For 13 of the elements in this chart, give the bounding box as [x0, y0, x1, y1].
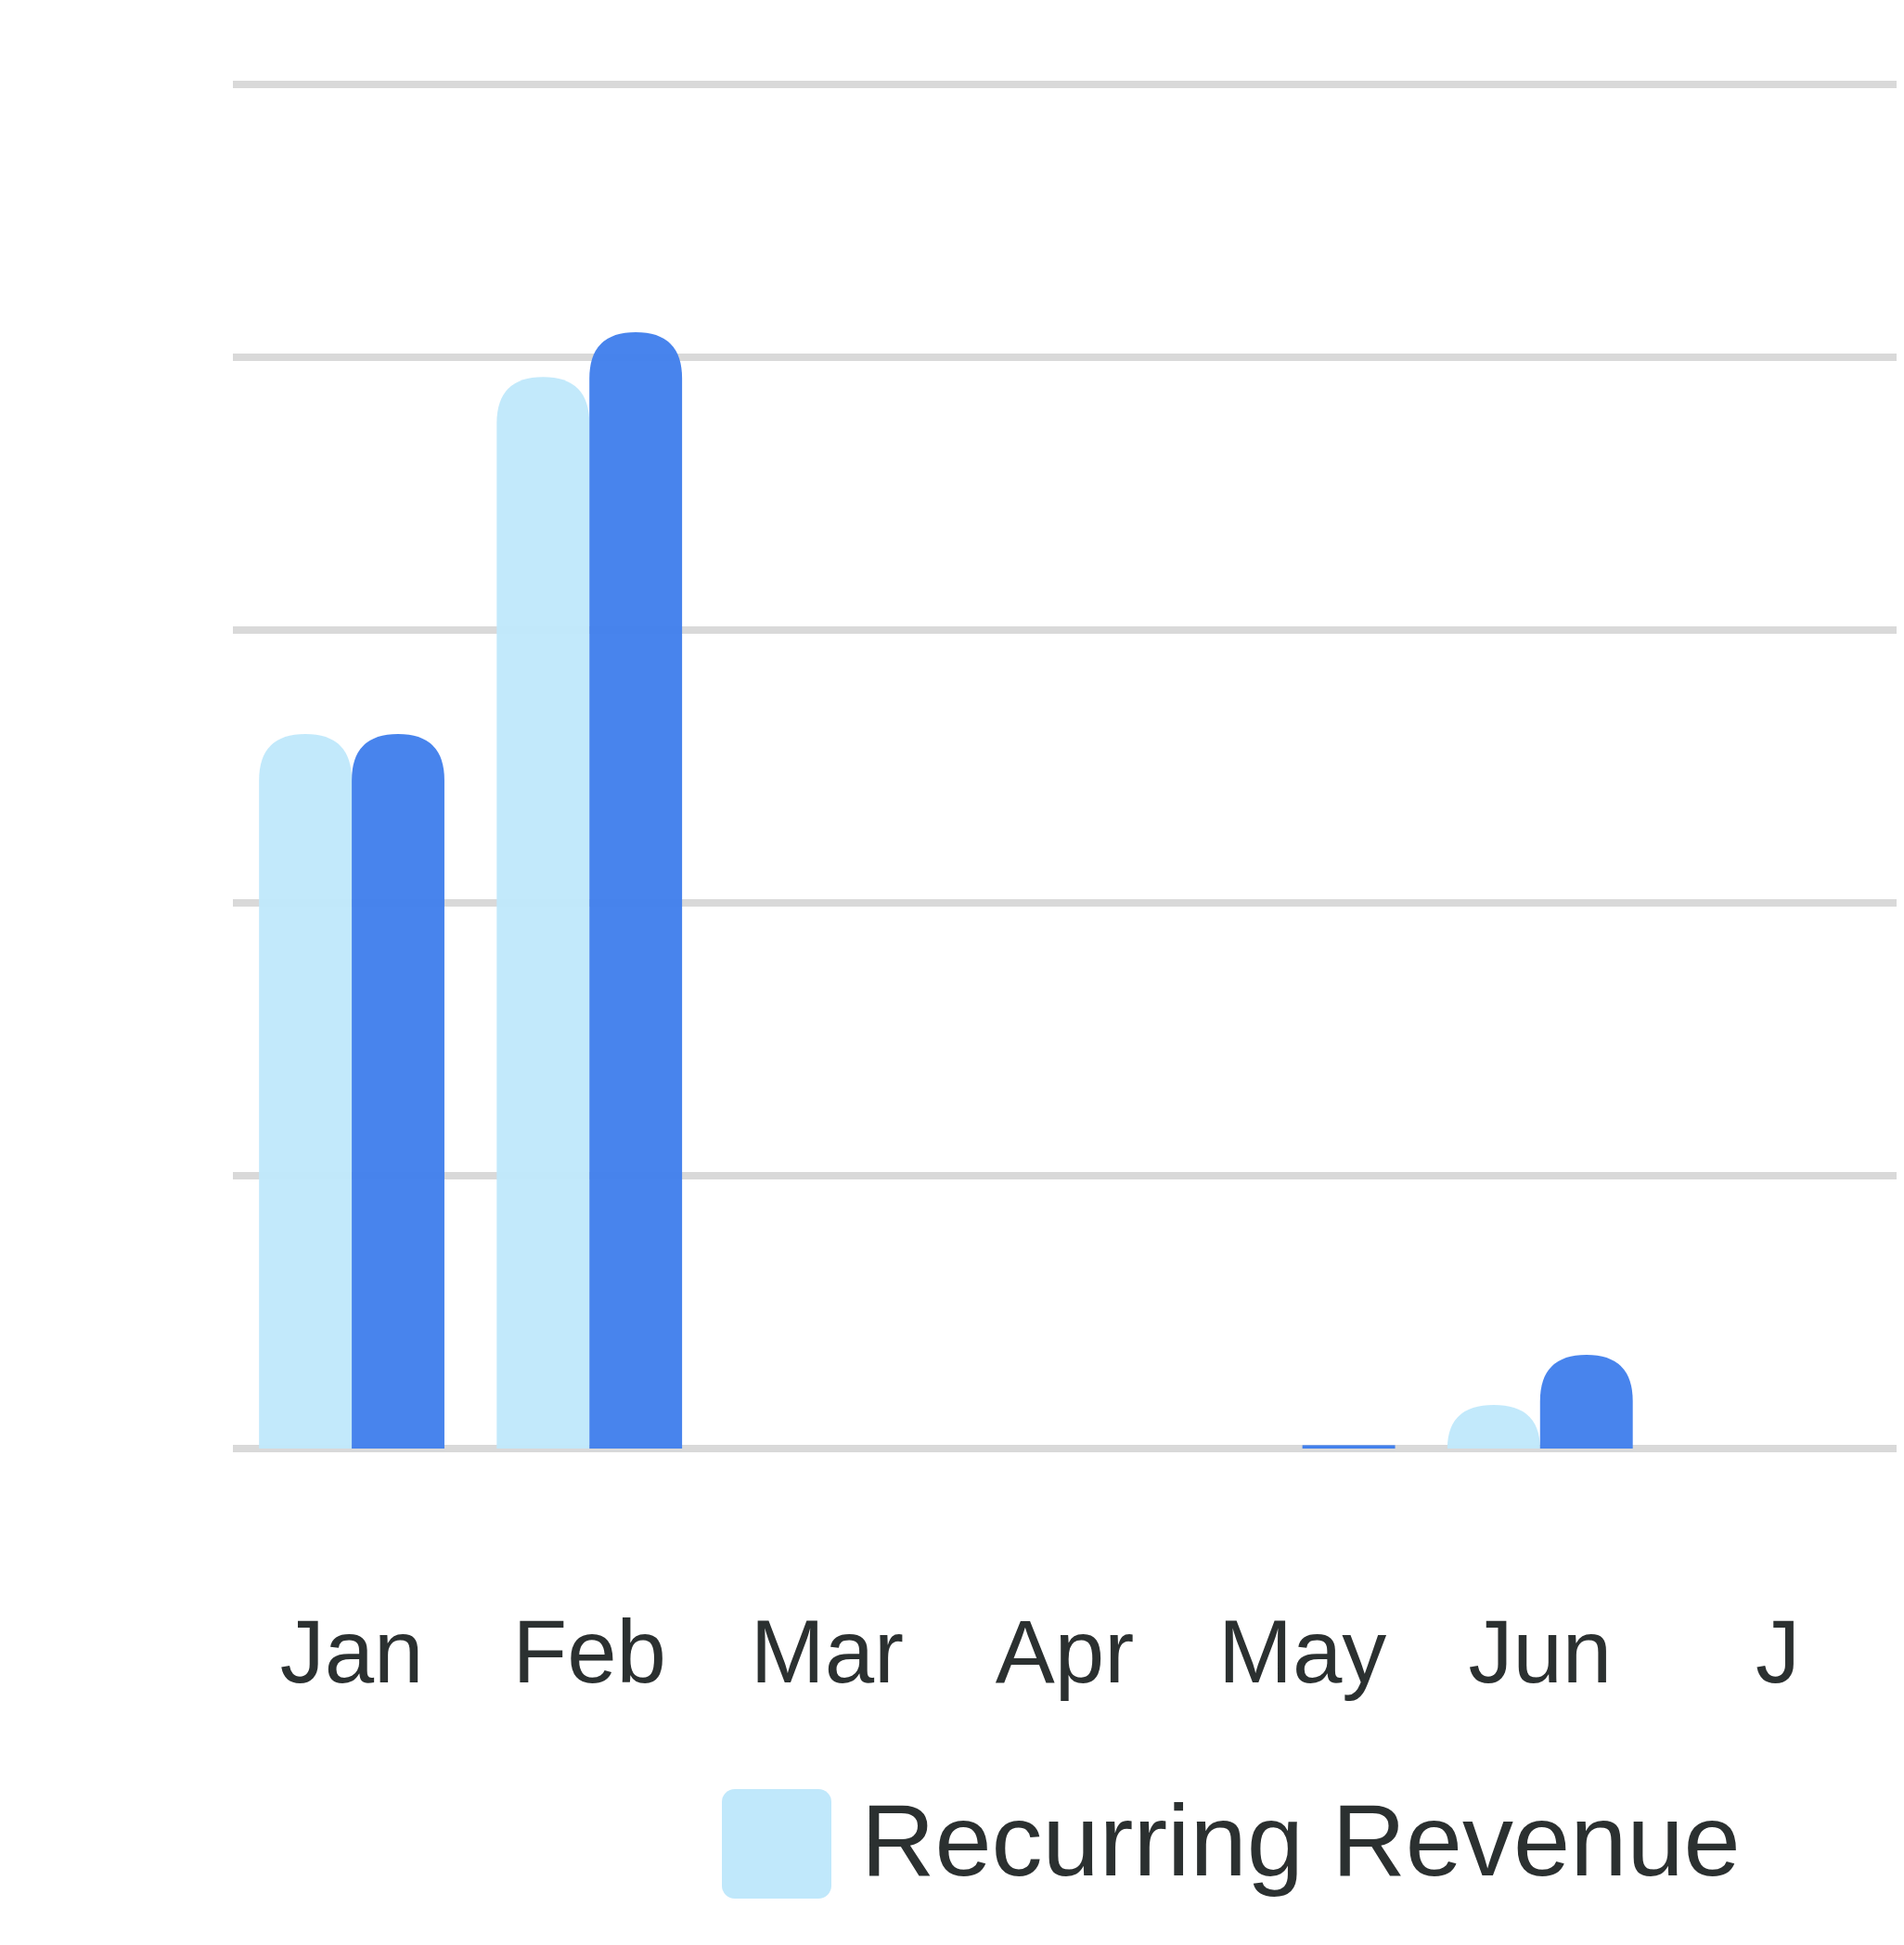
bar — [352, 734, 444, 1449]
x-tick-label: Mar — [750, 1602, 905, 1701]
bar — [496, 377, 590, 1449]
x-tick-label: May — [1217, 1602, 1387, 1701]
legend-label: Recurring Revenue — [861, 1783, 1741, 1897]
bar — [259, 734, 353, 1449]
x-tick-label: Jun — [1468, 1602, 1613, 1701]
x-tick-label: Apr — [995, 1602, 1135, 1701]
x-tick-label: J — [1755, 1602, 1800, 1701]
x-tick-label: Feb — [512, 1602, 666, 1701]
bar — [589, 332, 683, 1449]
bar — [1302, 1445, 1396, 1449]
x-tick-label: Jan — [279, 1602, 424, 1701]
